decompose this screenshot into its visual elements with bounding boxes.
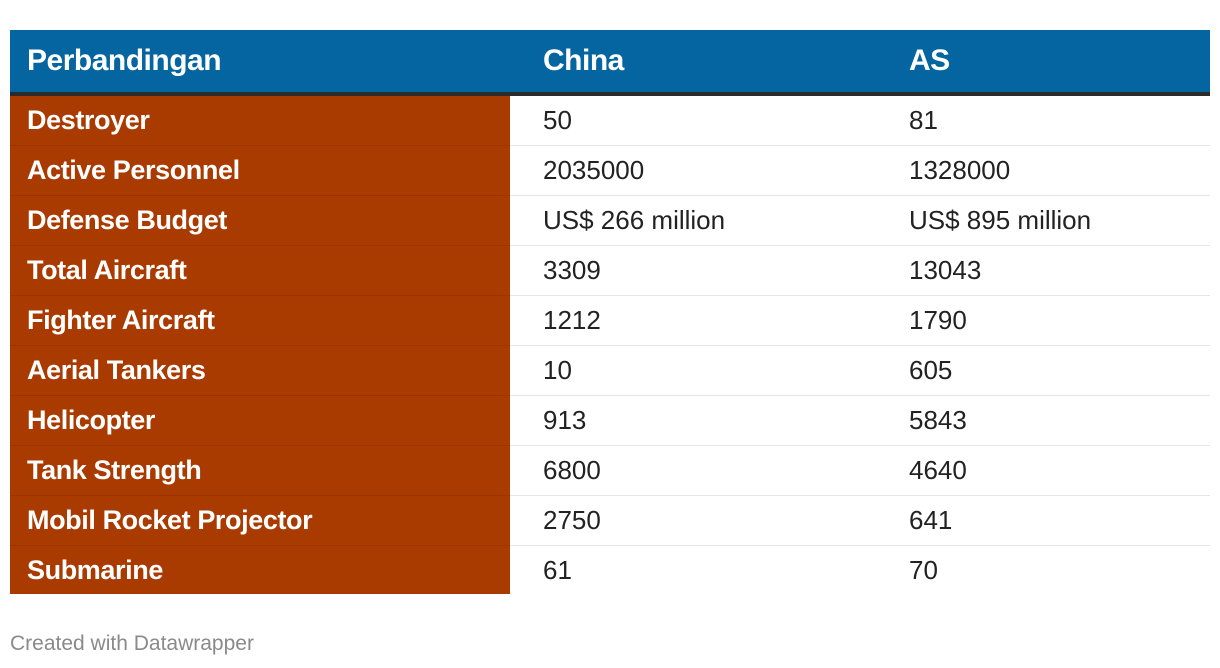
row-label: Fighter Aircraft xyxy=(10,295,510,346)
comparison-table: Perbandingan China AS Destroyer 50 81 Activ… xyxy=(10,30,1210,594)
as-value: 13043 xyxy=(876,245,1210,296)
china-value: 50 xyxy=(510,94,876,146)
as-value: 641 xyxy=(876,495,1210,546)
table-row: Submarine 61 70 xyxy=(10,545,1210,594)
header-as: AS xyxy=(876,30,1210,96)
table-row: Fighter Aircraft 1212 1790 xyxy=(10,295,1210,346)
table-row: Active Personnel 2035000 1328000 xyxy=(10,145,1210,196)
table-header: Perbandingan China AS xyxy=(10,30,1210,96)
row-label: Tank Strength xyxy=(10,445,510,496)
table-row: Total Aircraft 3309 13043 xyxy=(10,245,1210,296)
as-value: 70 xyxy=(909,554,938,585)
as-value: 605 xyxy=(876,345,1210,396)
as-value: US$ 895 million xyxy=(876,195,1210,246)
header-comparison: Perbandingan xyxy=(10,30,510,96)
china-value: 10 xyxy=(510,345,876,396)
as-value: 81 xyxy=(876,94,1210,146)
row-label: Total Aircraft xyxy=(10,245,510,296)
china-value: 1212 xyxy=(510,295,876,346)
row-label: Submarine xyxy=(10,545,510,594)
row-label: Defense Budget xyxy=(10,195,510,246)
china-value: 3309 xyxy=(510,245,876,296)
table-row: Tank Strength 6800 4640 xyxy=(10,445,1210,496)
table-row: Helicopter 913 5843 xyxy=(10,395,1210,446)
as-value: 5843 xyxy=(876,395,1210,446)
table-row: Mobil Rocket Projector 2750 641 xyxy=(10,495,1210,546)
row-label: Aerial Tankers xyxy=(10,345,510,396)
comparison-table-container: Perbandingan China AS Destroyer 50 81 Activ… xyxy=(10,30,1210,594)
as-value: 1790 xyxy=(876,295,1210,346)
footer-credit: Created with Datawrapper xyxy=(10,632,254,655)
table-row: Defense Budget US$ 266 million US$ 895 mil… xyxy=(10,195,1210,246)
china-value: 913 xyxy=(510,395,876,446)
china-value: 2750 xyxy=(510,495,876,546)
header-row: Perbandingan China AS xyxy=(10,30,1210,96)
row-label: Mobil Rocket Projector xyxy=(10,495,510,546)
row-label: Active Personnel xyxy=(10,145,510,196)
header-china: China xyxy=(510,30,876,96)
row-label: Destroyer xyxy=(10,94,510,146)
table-row: Aerial Tankers 10 605 xyxy=(10,345,1210,396)
row-label: Helicopter xyxy=(10,395,510,446)
china-value: 6800 xyxy=(510,445,876,496)
table-row: Destroyer 50 81 xyxy=(10,94,1210,146)
table-body: Destroyer 50 81 Active Personnel 2035000 1328… xyxy=(10,94,1210,594)
china-value: US$ 266 million xyxy=(510,195,876,246)
china-value: 61 xyxy=(543,554,572,585)
as-value: 1328000 xyxy=(876,145,1210,196)
china-value: 2035000 xyxy=(510,145,876,196)
as-value: 4640 xyxy=(876,445,1210,496)
